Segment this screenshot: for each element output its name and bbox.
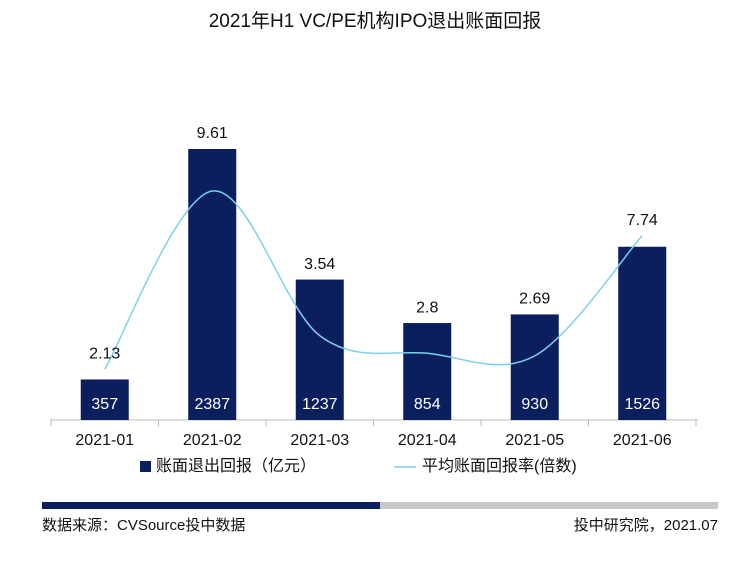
- bar-value-label: 2387: [194, 396, 230, 413]
- bar-value-label: 854: [414, 396, 441, 413]
- bar: [80, 379, 129, 420]
- line-value-label: 7.74: [627, 212, 658, 229]
- bar: [510, 314, 559, 420]
- chart-title: 2021年H1 VC/PE机构IPO退出账面回报: [209, 10, 542, 32]
- source: 数据来源：CVSource投中数据: [42, 517, 245, 534]
- footer-bar: [380, 502, 718, 509]
- credit: 投中研究院，2021.07: [574, 516, 718, 534]
- x-tick-label: 2021-04: [398, 432, 457, 449]
- legend-label: 账面退出回报（亿元）: [156, 457, 316, 475]
- x-tick-label: 2021-05: [505, 432, 564, 449]
- bar-value-label: 930: [521, 396, 548, 413]
- line-value-label: 2.13: [89, 345, 120, 362]
- x-tick-label: 2021-02: [183, 432, 242, 449]
- bar-value-label: 1237: [302, 396, 338, 413]
- legend-label: 平均账面回报率(倍数): [422, 457, 577, 475]
- line-value-label: 2.69: [519, 291, 550, 308]
- x-tick-label: 2021-06: [613, 432, 672, 449]
- line: [104, 190, 643, 370]
- bar: [403, 323, 452, 420]
- bar-value-label: 1526: [624, 396, 660, 413]
- x-tick-label: 2021-01: [75, 432, 134, 449]
- bar-value-label: 357: [91, 396, 118, 413]
- bar: [188, 149, 237, 420]
- line-value-label: 2.8: [416, 299, 438, 316]
- bar: [295, 279, 344, 420]
- bar: [618, 246, 667, 420]
- footer-bar: [42, 502, 380, 509]
- line-value-label: 9.61: [197, 125, 228, 142]
- legend-swatch: [140, 461, 151, 472]
- x-tick-label: 2021-03: [290, 432, 349, 449]
- line-value-label: 3.54: [304, 256, 335, 273]
